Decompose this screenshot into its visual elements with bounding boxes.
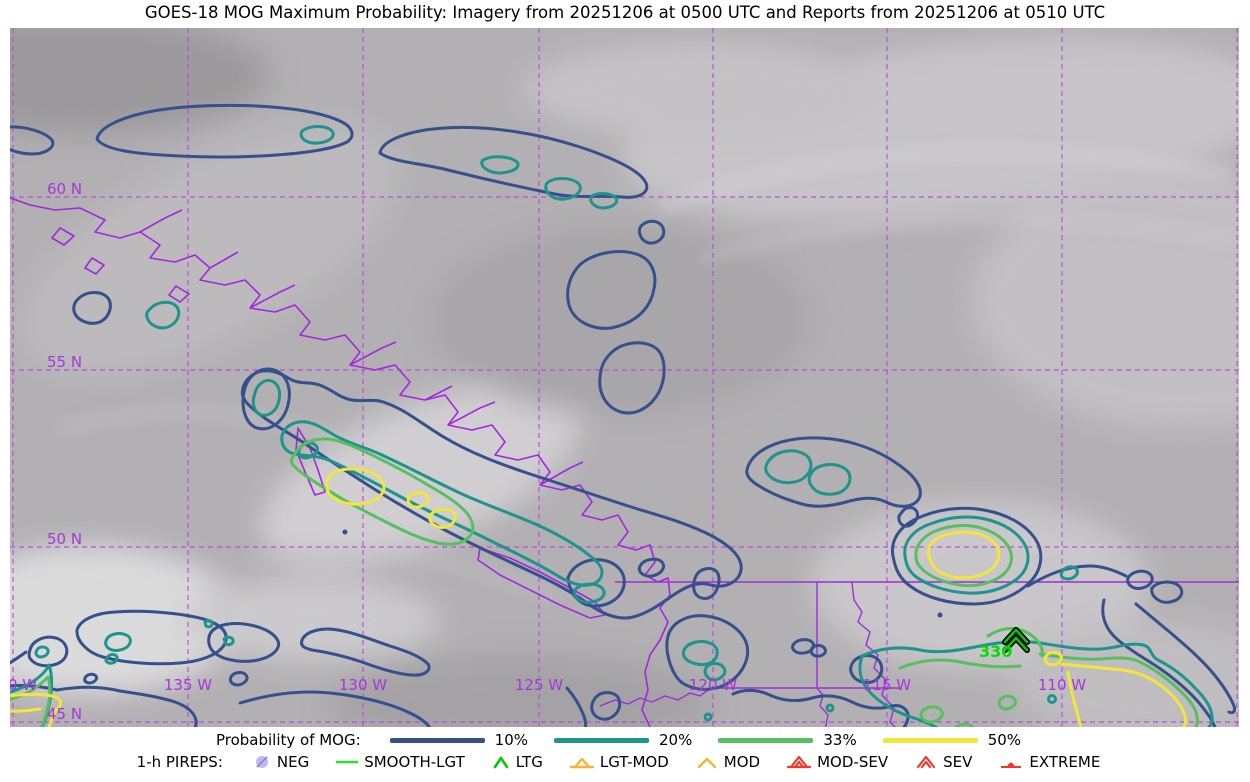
page-title: GOES-18 MOG Maximum Probability: Imagery… [144,3,1106,22]
legend-item-sev: SEV [914,753,972,771]
map-canvas: 330 60 N 55 N 50 N 45 N 140 W 135 W 130 … [10,28,1239,727]
legend-item-lgt-mod: LGT-MOD [569,753,669,771]
smooth-lgt-icon [336,760,359,764]
contour-50pct [10,467,1187,727]
contour-33pct [10,437,1199,727]
lat-label: 45 N [47,705,82,723]
pireps-legend-row: 1-h PIREPS: NEG SMOOTH-LGT LTG [0,753,1250,771]
lon-label: 120 W [689,676,737,694]
lon-label: 135 W [164,676,212,694]
pirep-marker-ltg: 330 [979,627,1030,661]
legend-item-ltg: LTG [491,753,543,771]
lon-label: 130 W [339,676,387,694]
lgt-mod-icon [569,757,595,769]
pirep-flight-level: 330 [979,642,1012,661]
mod-sev-icon [787,755,812,769]
ltg-icon [493,756,509,769]
lon-label: 115 W [863,676,911,694]
legend-item-33pct: 33% [718,731,857,749]
lon-label: 110 W [1038,676,1086,694]
contour-10pct [10,103,1236,727]
contour-swatch-50pct [882,737,978,743]
lon-label: 140 W [10,676,37,694]
legend-item-smooth-lgt: SMOOTH-LGT [335,753,465,771]
extreme-icon [1000,762,1023,768]
lon-label: 125 W [515,676,563,694]
lat-label: 60 N [47,180,82,198]
lat-label: 55 N [47,353,82,371]
sev-icon [916,755,936,769]
contour-swatch-10pct [389,737,485,743]
contour-swatch-20pct [554,737,650,743]
legend-item-extreme: EXTREME [998,753,1100,771]
legend-item-50pct: 50% [882,731,1021,749]
pireps-legend-label: 1-h PIREPS: [136,753,223,771]
legend-item-neg: NEG [252,753,309,771]
satellite-map: 330 60 N 55 N 50 N 45 N 140 W 135 W 130 … [10,28,1239,727]
legend: Probability of MOG: 10% 20% 33% 50% 1-h … [0,731,1250,771]
legend-item-mod: MOD [695,753,760,771]
grid-labels: 60 N 55 N 50 N 45 N 140 W 135 W 130 W 12… [10,180,1086,723]
lat-label: 50 N [47,530,82,548]
mod-icon [697,757,716,769]
legend-item-mod-sev: MOD-SEV [786,753,888,771]
probability-legend-row: Probability of MOG: 10% 20% 33% 50% [0,731,1250,749]
neg-icon [255,756,268,768]
satellite-imagery [10,28,1239,727]
legend-item-10pct: 10% [389,731,528,749]
contour-swatch-33pct [718,737,814,743]
probability-legend-label: Probability of MOG: [215,731,361,749]
legend-item-20pct: 20% [554,731,692,749]
